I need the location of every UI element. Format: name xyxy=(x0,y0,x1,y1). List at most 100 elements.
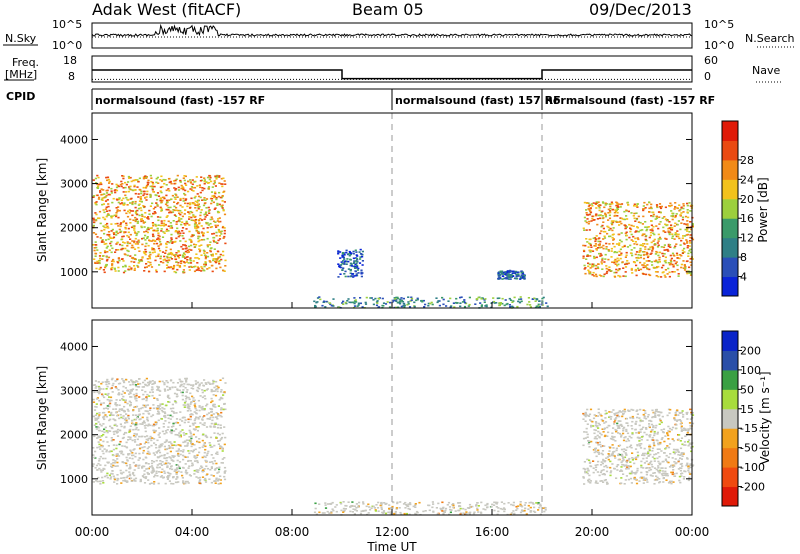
heatmap-cell xyxy=(619,248,622,251)
heatmap-cell xyxy=(99,448,102,450)
heatmap-cell xyxy=(119,399,122,401)
heatmap-cell xyxy=(133,185,136,188)
heatmap-cell xyxy=(131,381,134,384)
heatmap-cell xyxy=(131,202,134,204)
heatmap-cell xyxy=(92,481,95,483)
heatmap-cell xyxy=(161,380,164,383)
heatmap-cell xyxy=(159,255,162,258)
heatmap-cell xyxy=(631,427,634,430)
heatmap-cell xyxy=(199,467,202,470)
heatmap-cell xyxy=(359,258,362,260)
heatmap-cell xyxy=(164,482,167,485)
heatmap-cell xyxy=(196,185,199,187)
heatmap-cell xyxy=(356,266,359,268)
heatmap-cell xyxy=(633,203,636,206)
heatmap-cell xyxy=(657,465,660,467)
heatmap-cell xyxy=(486,502,489,505)
heatmap-cell xyxy=(213,240,216,243)
heatmap-cell xyxy=(603,427,606,430)
heatmap-cell xyxy=(152,183,155,185)
heatmap-cell xyxy=(427,302,430,305)
heatmap-cell xyxy=(205,207,208,209)
heatmap-cell xyxy=(176,388,179,390)
heatmap-cell xyxy=(129,185,132,188)
heatmap-cell xyxy=(125,456,128,459)
heatmap-cell xyxy=(171,447,174,449)
heatmap-cell xyxy=(215,258,218,260)
heatmap-cell xyxy=(198,438,201,440)
heatmap-cell xyxy=(636,409,639,411)
heatmap-cell xyxy=(378,306,381,308)
heatmap-cell xyxy=(321,512,324,514)
heatmap-cell xyxy=(664,459,668,461)
heatmap-cell xyxy=(672,439,675,442)
heatmap-cell xyxy=(364,301,367,304)
heatmap-cell xyxy=(597,240,600,243)
heatmap-cell xyxy=(219,391,223,393)
heatmap-cell xyxy=(222,408,225,411)
heatmap-cell xyxy=(647,414,650,416)
heatmap-cell xyxy=(115,399,118,401)
colorbar-tick-label: 4 xyxy=(740,271,747,284)
heatmap-cell xyxy=(504,273,507,275)
heatmap-cell xyxy=(406,504,409,507)
heatmap-cell xyxy=(156,399,159,401)
heatmap-cell xyxy=(613,251,616,254)
heatmap-cell xyxy=(679,423,682,425)
heatmap-cell xyxy=(166,201,169,204)
heatmap-cell xyxy=(619,453,622,456)
heatmap-cell xyxy=(374,510,377,512)
heatmap-cell xyxy=(163,441,166,444)
heatmap-cell xyxy=(651,250,654,252)
heatmap-cell xyxy=(517,300,520,303)
heatmap-cell xyxy=(342,300,345,303)
heatmap-cell xyxy=(177,232,180,235)
heatmap-cell xyxy=(450,305,453,307)
heatmap-cell xyxy=(354,270,357,273)
heatmap-cell xyxy=(335,510,338,513)
heatmap-cell xyxy=(139,195,142,198)
heatmap-cell xyxy=(496,513,499,516)
heatmap-cell xyxy=(344,270,347,273)
heatmap-cell xyxy=(591,274,594,276)
heatmap-cell xyxy=(183,383,186,385)
heatmap-cell xyxy=(196,262,199,264)
heatmap-cell xyxy=(95,406,98,408)
heatmap-cell xyxy=(176,382,180,384)
heatmap-cell xyxy=(214,394,218,397)
heatmap-cell xyxy=(209,426,212,428)
heatmap-cell xyxy=(128,212,131,214)
heatmap-cell xyxy=(174,386,177,388)
heatmap-cell xyxy=(626,218,629,220)
heatmap-cell xyxy=(686,220,689,222)
heatmap-cell xyxy=(112,444,115,446)
heatmap-cell xyxy=(204,256,208,258)
heatmap-cell xyxy=(678,204,681,206)
heatmap-cell xyxy=(173,187,176,189)
heatmap-cell xyxy=(359,302,362,305)
heatmap-cell xyxy=(376,507,380,509)
heatmap-cell xyxy=(615,243,619,245)
heatmap-cell xyxy=(96,187,100,189)
heatmap-cell xyxy=(139,207,142,209)
heatmap-cell xyxy=(164,416,167,419)
heatmap-cell xyxy=(153,242,156,245)
heatmap-cell xyxy=(610,222,613,225)
heatmap-cell xyxy=(683,223,686,225)
heatmap-cell xyxy=(600,445,603,448)
heatmap-cell xyxy=(218,260,221,262)
heatmap-cell xyxy=(125,464,128,467)
heatmap-cell xyxy=(217,218,220,220)
heatmap-cell xyxy=(164,252,167,254)
heatmap-cell xyxy=(499,277,502,280)
heatmap-cell xyxy=(638,443,641,445)
heatmap-cell xyxy=(181,417,184,419)
heatmap-cell xyxy=(403,302,406,305)
heatmap-cell xyxy=(204,477,207,480)
heatmap-cell xyxy=(127,417,130,420)
heatmap-cell xyxy=(184,441,187,443)
heatmap-cell xyxy=(190,450,193,452)
heatmap-cell xyxy=(465,511,468,513)
heatmap-cell xyxy=(107,234,111,237)
heatmap-cell xyxy=(389,301,392,304)
